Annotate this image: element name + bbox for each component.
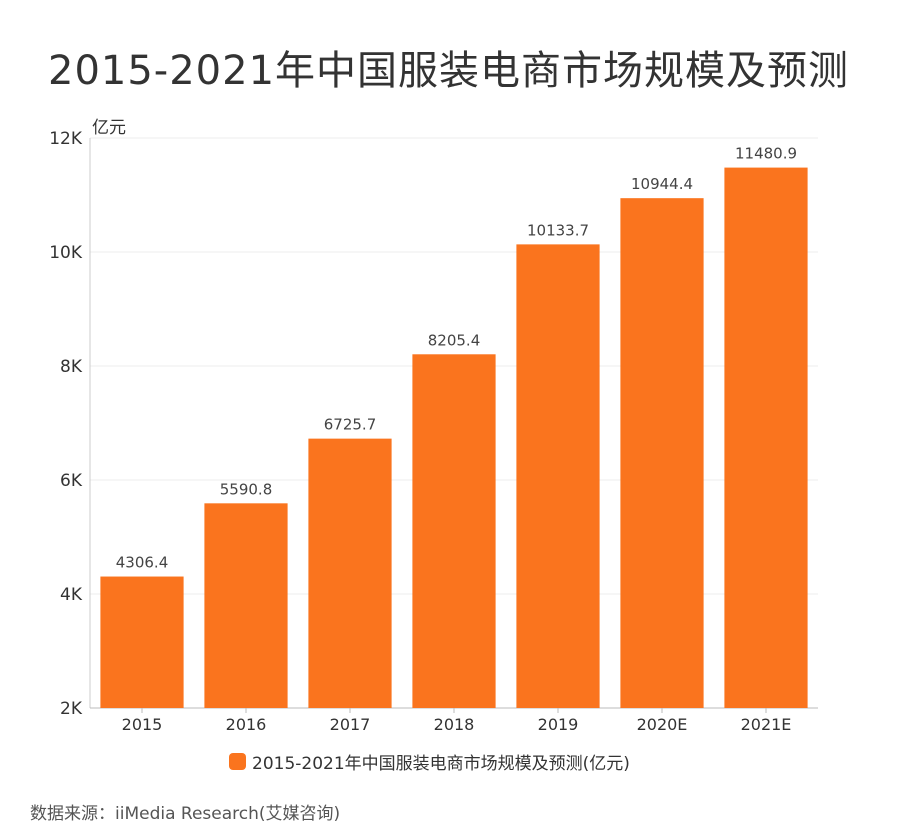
bar-value-label: 10133.7 bbox=[527, 221, 589, 239]
x-tick-label: 2016 bbox=[226, 715, 267, 734]
bar bbox=[204, 503, 288, 708]
y-tick-label: 2K bbox=[60, 699, 83, 719]
chart-title: 2015-2021年中国服装电商市场规模及预测 bbox=[48, 48, 850, 94]
y-tick-label: 12K bbox=[49, 129, 83, 149]
x-tick-label: 2015 bbox=[122, 715, 163, 734]
y-tick-label: 10K bbox=[49, 243, 83, 263]
legend-label: 2015-2021年中国服装电商市场规模及预测(亿元) bbox=[252, 754, 630, 774]
bar bbox=[724, 167, 808, 709]
bar-value-label: 6725.7 bbox=[324, 416, 377, 434]
bar-chart: 2K 4K 6K 8K 10K 12K 4306.4 2015 5590.8 2016 6725.7… bbox=[49, 129, 818, 734]
legend[interactable]: 2015-2021年中国服装电商市场规模及预测(亿元) bbox=[229, 749, 630, 774]
bar-value-label: 8205.4 bbox=[428, 331, 481, 349]
y-tick-label: 6K bbox=[60, 471, 83, 491]
y-tick-label: 4K bbox=[60, 585, 83, 605]
bar bbox=[516, 244, 600, 709]
x-tick-label: 2020E bbox=[637, 715, 688, 734]
bar bbox=[100, 576, 184, 708]
bar bbox=[308, 438, 392, 708]
source-note: 数据来源：iiMedia Research(艾媒咨询) bbox=[30, 804, 341, 824]
x-tick-label: 2017 bbox=[330, 715, 371, 734]
legend-swatch bbox=[229, 753, 246, 770]
bar bbox=[620, 198, 704, 709]
bar-value-label: 11480.9 bbox=[735, 145, 797, 163]
y-axis-unit-label: 亿元 bbox=[92, 118, 126, 138]
bar-value-label: 5590.8 bbox=[220, 480, 273, 498]
x-tick-label: 2019 bbox=[538, 715, 579, 734]
y-tick-label: 8K bbox=[60, 357, 83, 377]
bar-value-label: 4306.4 bbox=[116, 554, 169, 572]
bar bbox=[412, 354, 496, 708]
x-tick-label: 2021E bbox=[741, 715, 792, 734]
x-tick-label: 2018 bbox=[434, 715, 475, 734]
bar-value-label: 10944.4 bbox=[631, 175, 693, 193]
